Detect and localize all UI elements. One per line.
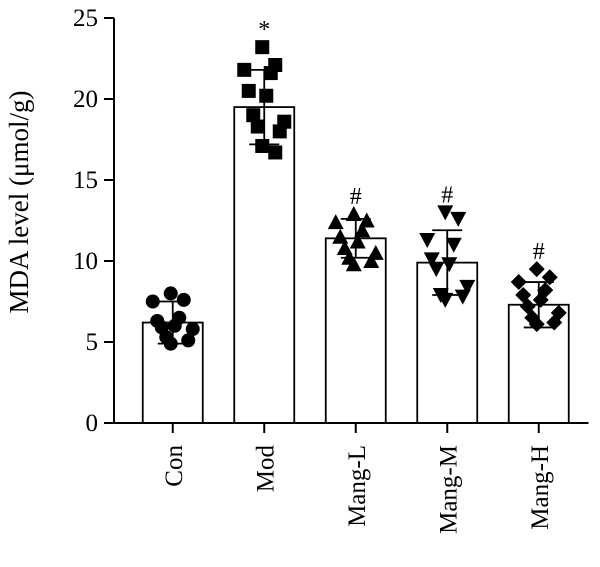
data-point-square bbox=[255, 40, 270, 55]
data-point-diamond bbox=[528, 261, 545, 278]
y-tick-label: 20 bbox=[73, 86, 98, 113]
y-tick-label: 0 bbox=[86, 410, 99, 437]
data-point-triangle-down bbox=[423, 252, 440, 268]
significance-marker: # bbox=[350, 184, 362, 210]
data-point-square bbox=[272, 124, 287, 139]
x-tick-label: Mang-H bbox=[527, 445, 554, 530]
y-tick-label: 15 bbox=[73, 167, 98, 194]
data-point-triangle-up bbox=[363, 253, 380, 268]
x-tick-label: Mod bbox=[252, 445, 279, 493]
data-point-triangle-up bbox=[354, 222, 371, 238]
data-point-triangle-down bbox=[419, 232, 436, 248]
data-point-square bbox=[246, 108, 261, 123]
x-tick-label: Mang-L bbox=[344, 445, 371, 527]
y-tick-label: 5 bbox=[86, 329, 99, 356]
data-point-circle bbox=[185, 322, 200, 337]
data-point-square bbox=[268, 145, 283, 160]
data-point-triangle-up bbox=[349, 233, 366, 249]
bar bbox=[233, 106, 296, 424]
data-point-diamond bbox=[510, 274, 527, 291]
data-point-square bbox=[263, 66, 278, 81]
data-point-circle bbox=[176, 292, 191, 307]
significance-marker: # bbox=[533, 239, 545, 265]
data-point-square bbox=[241, 83, 256, 98]
x-ticks: Con Mod Mang-L Mang-M Mang-H bbox=[161, 423, 554, 534]
data-point-triangle-up bbox=[345, 206, 362, 222]
data-point-triangle-down bbox=[445, 237, 462, 253]
axes bbox=[113, 18, 589, 424]
data-point-triangle-up bbox=[332, 228, 349, 244]
x-tick-label: Con bbox=[161, 445, 188, 487]
data-point-square bbox=[255, 138, 270, 153]
data-point-triangle-down bbox=[450, 211, 467, 227]
significance-marker: # bbox=[441, 182, 453, 208]
y-tick-label: 25 bbox=[73, 5, 98, 32]
y-tick-label: 10 bbox=[73, 248, 98, 275]
data-point-triangle-down bbox=[441, 257, 458, 273]
data-point-triangle-down bbox=[454, 289, 471, 305]
significance-marker: * bbox=[258, 17, 270, 43]
data-point-circle bbox=[167, 318, 182, 333]
error-bars-layer bbox=[157, 68, 554, 345]
data-point-circle bbox=[163, 286, 178, 301]
data-point-square bbox=[250, 119, 265, 134]
data-point-triangle-down bbox=[437, 292, 454, 308]
data-point-triangle-down bbox=[428, 262, 445, 278]
data-point-triangle-down bbox=[459, 279, 476, 295]
y-ticks: 0 5 10 15 20 25 bbox=[73, 5, 114, 437]
data-point-triangle-down bbox=[437, 205, 454, 221]
data-point-diamond bbox=[532, 291, 549, 308]
data-point-circle bbox=[181, 333, 196, 348]
annotations-layer: * # # # bbox=[258, 17, 545, 265]
data-point-circle bbox=[145, 294, 160, 309]
data-point-square bbox=[237, 62, 252, 77]
data-point-square bbox=[259, 88, 274, 103]
data-point-triangle-up bbox=[327, 214, 344, 230]
x-tick-label: Mang-M bbox=[435, 445, 462, 534]
y-axis-title: MDA level (μmol/g) bbox=[4, 91, 34, 314]
data-point-triangle-up bbox=[345, 256, 362, 272]
